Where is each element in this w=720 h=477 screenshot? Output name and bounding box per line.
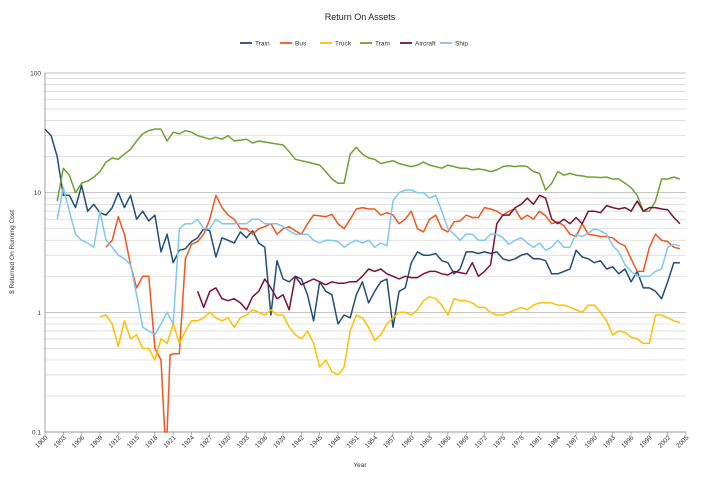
x-tick-label: 1930 <box>217 434 232 449</box>
x-tick-label: 1954 <box>364 434 379 449</box>
chart-title: Return On Assets <box>325 12 396 22</box>
x-tick-label: 1969 <box>455 434 470 449</box>
x-tick-label: 2002 <box>657 434 672 449</box>
x-axis-label: Year <box>353 462 367 469</box>
series-layer <box>44 128 681 433</box>
x-tick-label: 1909 <box>89 434 104 449</box>
legend-item-truck: Truck <box>320 41 352 48</box>
series-line-aircraft <box>196 194 681 311</box>
series-line-bus <box>105 194 681 433</box>
x-tick-label: 1942 <box>291 434 306 449</box>
x-tick-label: 1963 <box>419 434 434 449</box>
legend-label: Train <box>255 41 270 48</box>
x-tick-label: 1990 <box>584 434 599 449</box>
x-tick-label: 1927 <box>199 434 214 449</box>
x-ticks: 1900 1903 1906 1909 1912 1915 1918 1921 1924 1927… <box>34 432 691 450</box>
x-tick-label: 1906 <box>71 434 86 449</box>
x-tick-label: 1993 <box>602 434 617 449</box>
legend-label: Tram <box>375 41 390 48</box>
x-tick-label: 1951 <box>346 434 361 449</box>
series-line-truck <box>99 295 681 376</box>
x-tick-label: 1924 <box>181 434 196 449</box>
x-tick-label: 1996 <box>620 434 635 449</box>
y-tick-label: 0.1 <box>32 430 41 437</box>
x-tick-label: 1987 <box>565 434 580 449</box>
x-tick-label: 1978 <box>510 434 525 449</box>
x-tick-label: 1933 <box>236 434 251 449</box>
x-tick-label: 1918 <box>144 434 159 449</box>
x-tick-label: 1966 <box>437 434 452 449</box>
x-tick-label: 1984 <box>547 434 562 449</box>
y-tick-label: 100 <box>30 71 41 78</box>
legend-item-ship: Ship <box>440 41 468 48</box>
x-tick-label: 1915 <box>126 434 141 449</box>
x-tick-label: 1912 <box>107 434 122 449</box>
x-tick-label: 1939 <box>272 434 287 449</box>
series-line-tram <box>56 128 681 212</box>
legend-label: Aircraft <box>415 41 436 48</box>
x-tick-label: 1975 <box>492 434 507 449</box>
x-tick-label: 1936 <box>254 434 269 449</box>
legend-label: Truck <box>335 41 352 48</box>
axes <box>44 73 686 433</box>
y-tick-label: 1 <box>37 310 41 317</box>
y-axis-label: $ Returned On Running Cost <box>9 210 16 294</box>
legend-item-train: Train <box>240 41 270 48</box>
grid <box>45 72 686 433</box>
legend-label: Bus <box>295 41 307 48</box>
x-tick-label: 1981 <box>529 434 544 449</box>
x-tick-label: 1999 <box>639 434 654 449</box>
x-tick-label: 1948 <box>327 434 342 449</box>
x-tick-label: 1972 <box>474 434 489 449</box>
legend-label: Ship <box>455 41 468 48</box>
x-tick-label: 1945 <box>309 434 324 449</box>
legend-item-aircraft: Aircraft <box>400 41 436 48</box>
x-tick-label: 2005 <box>675 434 690 449</box>
series-line-ship <box>56 186 681 336</box>
legend-item-tram: Tram <box>360 41 390 48</box>
x-tick-label: 1900 <box>34 434 49 449</box>
x-tick-label: 1957 <box>382 434 397 449</box>
x-tick-label: 1960 <box>401 434 416 449</box>
y-tick-label: 10 <box>34 190 42 197</box>
x-tick-label: 1921 <box>162 434 177 449</box>
y-ticks: 0.1 1 10 100 <box>30 71 41 437</box>
legend: Train Bus Truck Tram Aircraft Ship <box>240 41 468 48</box>
x-tick-label: 1903 <box>53 434 68 449</box>
series-line-train <box>44 128 680 329</box>
legend-item-bus: Bus <box>280 41 307 48</box>
